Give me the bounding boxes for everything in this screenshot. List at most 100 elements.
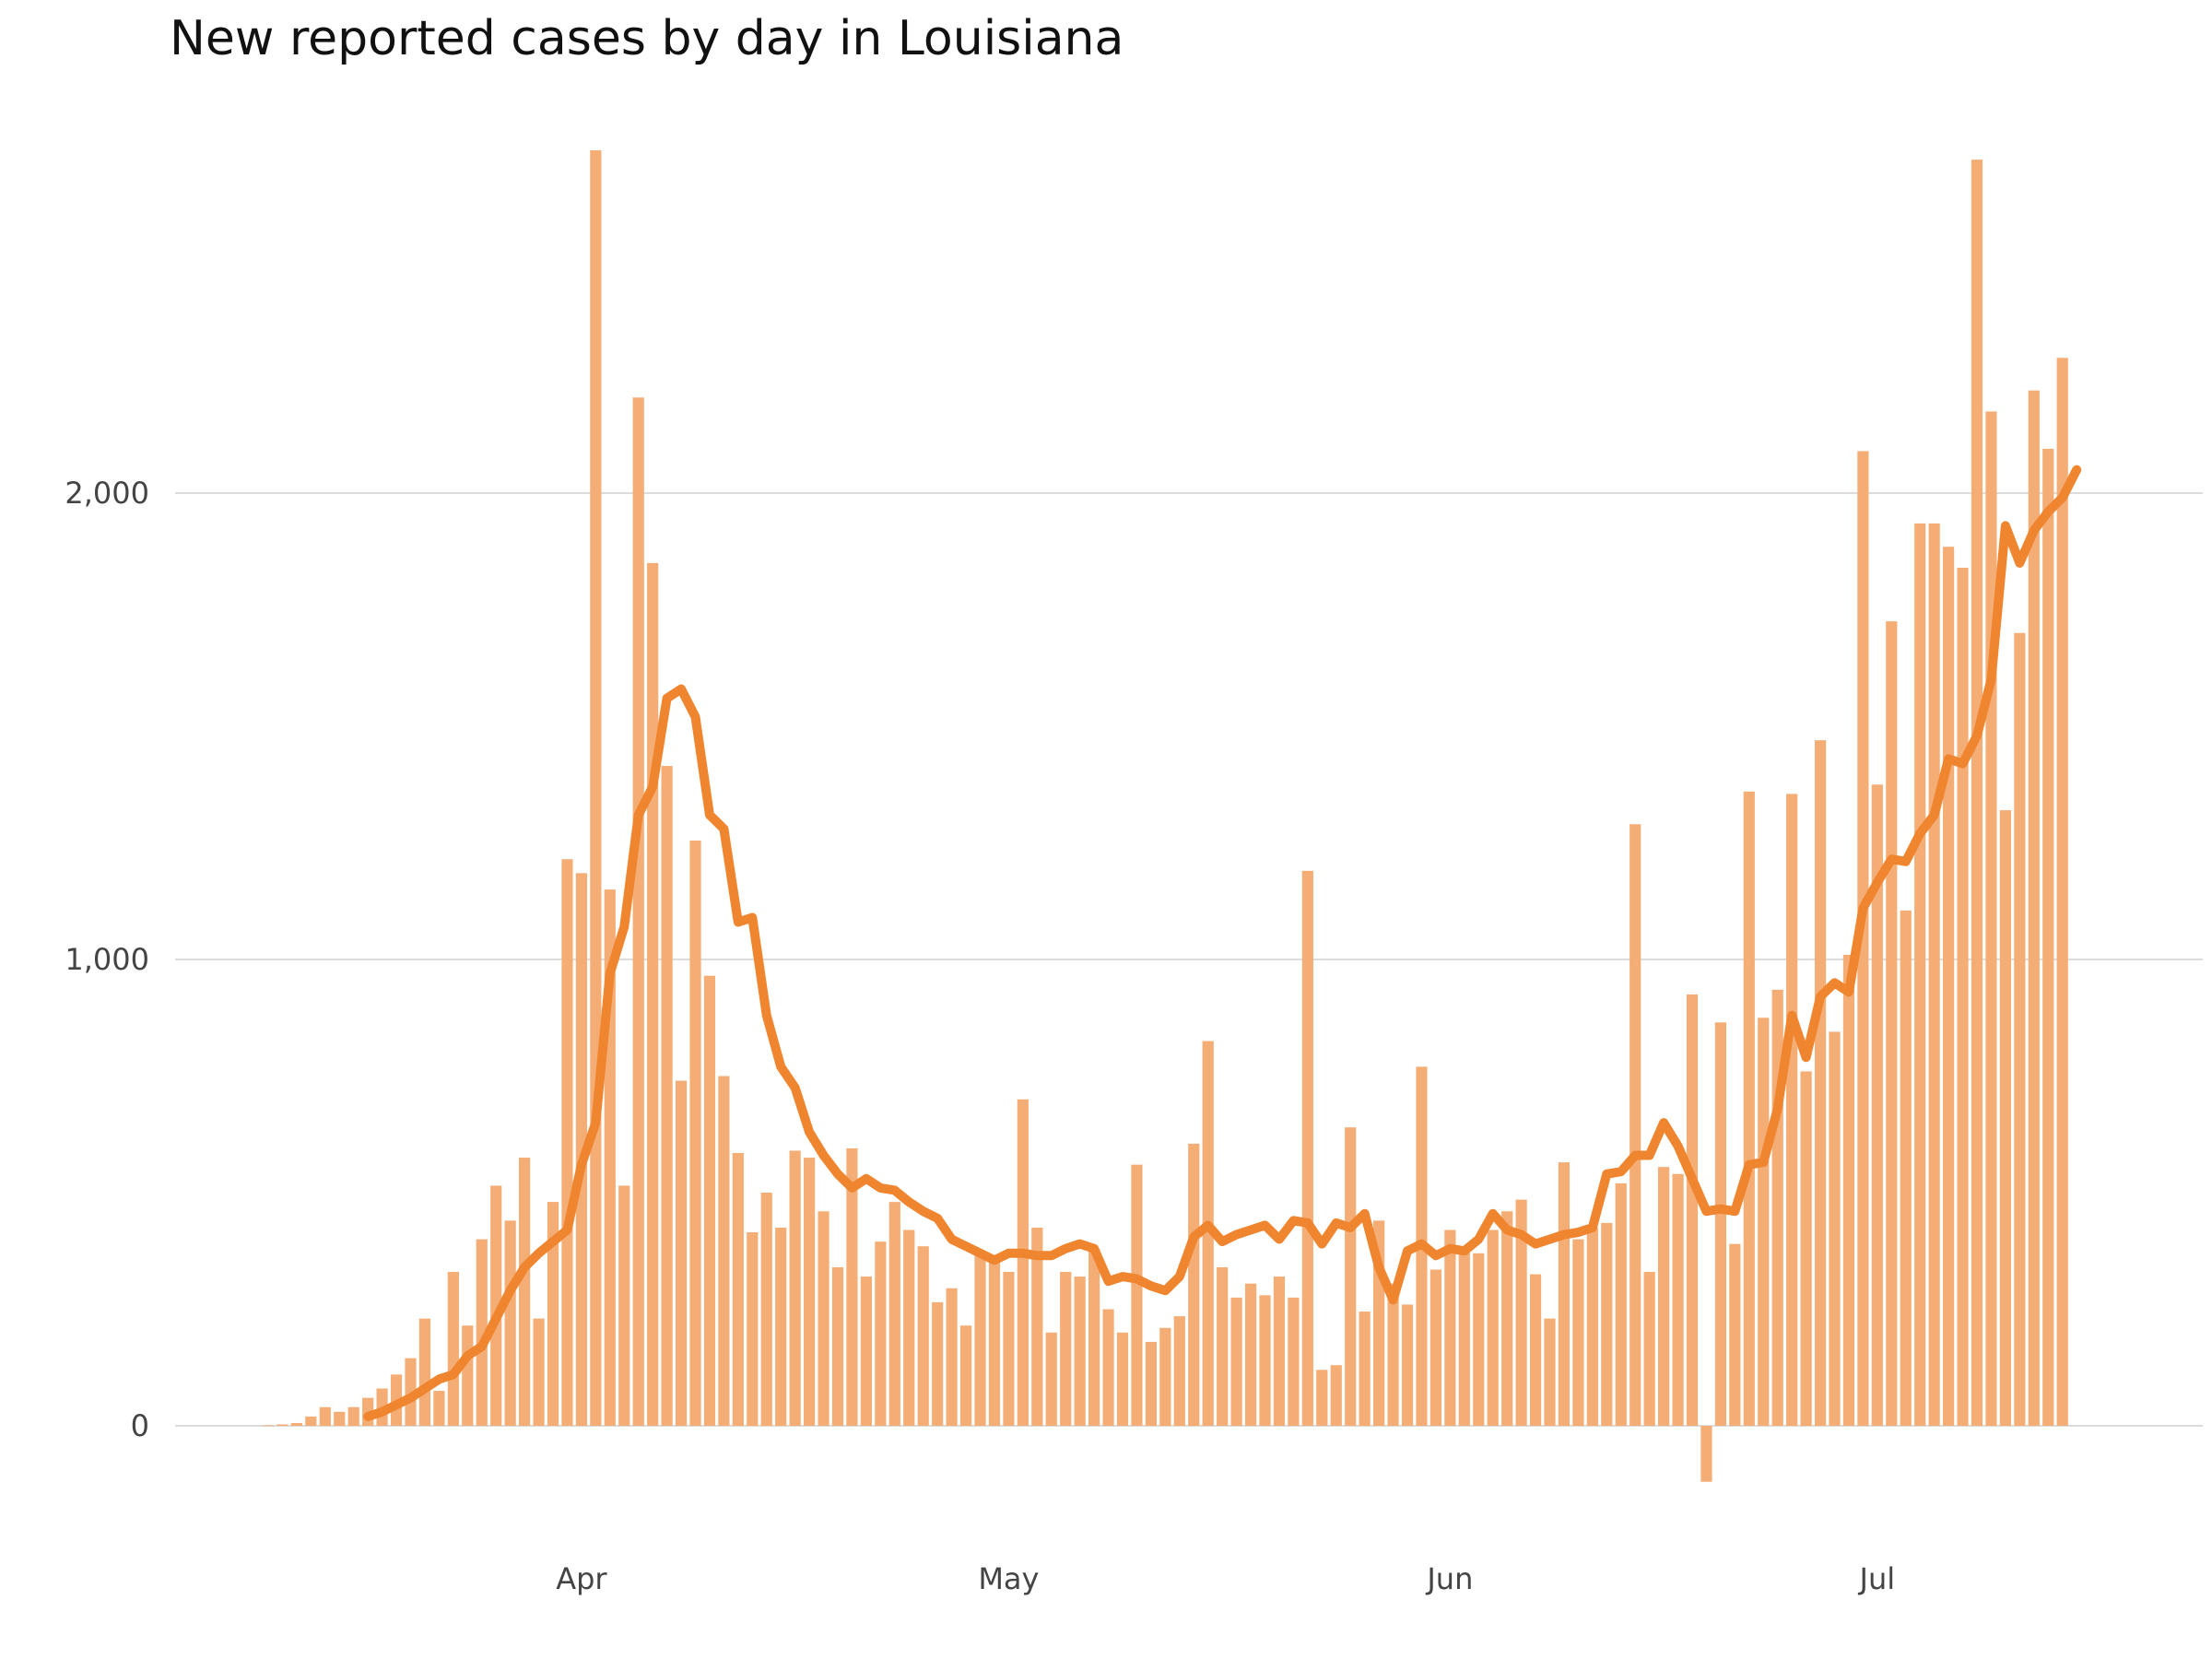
- bar: [1829, 1031, 1841, 1426]
- bar: [917, 1246, 929, 1426]
- bar: [1401, 1304, 1414, 1426]
- bar: [1501, 1211, 1513, 1426]
- bar: [418, 1318, 431, 1426]
- bar: [1529, 1274, 1542, 1426]
- bar: [1658, 1167, 1670, 1426]
- bar: [675, 1080, 688, 1426]
- bar: [1686, 994, 1699, 1426]
- bar: [1430, 1269, 1441, 1426]
- x-tick-label: May: [978, 1561, 1039, 1596]
- bar: [590, 150, 602, 1427]
- bar: [476, 1239, 488, 1426]
- bar: [1473, 1253, 1485, 1426]
- bar: [1630, 824, 1641, 1426]
- bar: [1786, 794, 1798, 1426]
- bar: [1145, 1341, 1157, 1426]
- bar: [1643, 1272, 1655, 1426]
- bar: [305, 1416, 317, 1426]
- bar: [2056, 358, 2068, 1426]
- average-line: [363, 465, 2082, 1421]
- bar: [1515, 1199, 1527, 1426]
- bar: [1729, 1243, 1741, 1426]
- bar: [1060, 1272, 1072, 1426]
- bar: [547, 1202, 559, 1426]
- bar: [1957, 567, 1969, 1426]
- bar: [1003, 1272, 1015, 1426]
- bar: [1871, 784, 1883, 1426]
- bar: [319, 1406, 331, 1426]
- bar: [1159, 1327, 1171, 1426]
- bar: [1273, 1277, 1286, 1426]
- bar: [347, 1406, 359, 1426]
- bar: [632, 397, 644, 1426]
- bar: [946, 1288, 958, 1426]
- bar: [1444, 1230, 1456, 1426]
- bar: [1359, 1312, 1371, 1426]
- bar: [618, 1185, 630, 1426]
- x-axis: Apr May Jun Jul: [556, 1561, 1895, 1596]
- bar: [1928, 523, 1940, 1426]
- bar: [1045, 1332, 1057, 1426]
- bar: [1244, 1283, 1257, 1426]
- bar: [1017, 1099, 1029, 1426]
- bar: [1458, 1251, 1470, 1426]
- bar: [1173, 1316, 1185, 1426]
- bar: [718, 1076, 730, 1426]
- bar: [1900, 910, 1912, 1426]
- bar: [747, 1232, 759, 1426]
- bar: [1316, 1370, 1328, 1426]
- bar: [1387, 1283, 1399, 1426]
- bar: [1943, 547, 1955, 1426]
- bar: [1971, 159, 1983, 1427]
- bar: [533, 1318, 545, 1426]
- bar: [959, 1325, 972, 1426]
- bar: [1886, 621, 1898, 1426]
- bar: [903, 1230, 915, 1426]
- bar: [334, 1411, 346, 1426]
- bar: [689, 840, 701, 1426]
- bar: [1301, 870, 1313, 1426]
- bar: [1800, 1071, 1812, 1426]
- bar: [1188, 1143, 1200, 1426]
- bar: [447, 1272, 459, 1426]
- bar: [775, 1227, 787, 1426]
- bar: [760, 1193, 772, 1426]
- bar: [860, 1277, 872, 1426]
- bar: [1842, 954, 1855, 1426]
- bar: [575, 873, 587, 1426]
- bar: [290, 1422, 302, 1426]
- bar: [1743, 791, 1755, 1426]
- bar: [703, 975, 716, 1426]
- bar: [561, 859, 573, 1426]
- bar: [519, 1158, 531, 1426]
- bar: [405, 1358, 417, 1426]
- bar: [2028, 390, 2040, 1427]
- average-line-series: [363, 465, 2082, 1421]
- bar: [490, 1185, 502, 1426]
- bar: [932, 1301, 944, 1426]
- bar: [1857, 451, 1869, 1427]
- bar: [276, 1424, 288, 1426]
- bar: [1586, 1227, 1598, 1426]
- bar: [846, 1147, 858, 1426]
- x-tick-label: Jun: [1425, 1561, 1473, 1596]
- bar: [2014, 632, 2026, 1426]
- bar: [1615, 1182, 1627, 1426]
- bar: [1672, 1173, 1684, 1426]
- bar: [462, 1325, 474, 1426]
- y-tick-label: 0: [131, 1408, 149, 1443]
- bar: [2042, 448, 2054, 1427]
- x-tick-label: Jul: [1858, 1561, 1896, 1596]
- bar: [1031, 1227, 1043, 1426]
- bar-series: [262, 150, 2068, 1482]
- bar: [1074, 1277, 1086, 1426]
- y-axis: 0 1,000 2,000: [65, 476, 149, 1443]
- bar: [1230, 1297, 1242, 1426]
- bar: [1700, 1426, 1712, 1482]
- y-tick-label: 1,000: [65, 942, 149, 977]
- bar: [1259, 1295, 1271, 1426]
- bar: [1601, 1222, 1613, 1426]
- bar: [1814, 740, 1827, 1426]
- bar: [1116, 1332, 1129, 1426]
- bar: [1544, 1318, 1556, 1426]
